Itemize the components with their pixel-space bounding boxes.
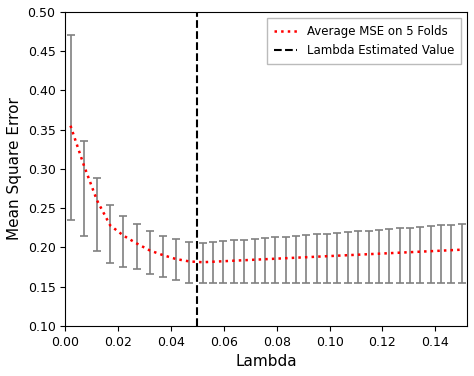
Average MSE on 5 Folds (210, 259, 216, 264)
Average MSE on 5 Folds (448, 248, 454, 252)
Line: Average MSE on 5 Folds: Average MSE on 5 Folds (71, 126, 462, 262)
Average MSE on 5 Folds (365, 252, 371, 256)
Average MSE on 5 Folds (356, 252, 361, 257)
Average MSE on 5 Folds (220, 259, 226, 264)
Average MSE on 5 Folds (335, 253, 340, 258)
Average MSE on 5 Folds (200, 260, 206, 264)
Average MSE on 5 Folds (459, 247, 465, 252)
Average MSE on 5 Folds (107, 223, 113, 227)
Average MSE on 5 Folds (120, 233, 126, 238)
X-axis label: Lambda: Lambda (235, 354, 297, 369)
Average MSE on 5 Folds (324, 254, 330, 258)
Average MSE on 5 Folds (397, 250, 402, 255)
Average MSE on 5 Folds (273, 256, 278, 261)
Average MSE on 5 Folds (173, 257, 179, 261)
Average MSE on 5 Folds (252, 258, 257, 262)
Average MSE on 5 Folds (68, 123, 73, 128)
Average MSE on 5 Folds (386, 251, 392, 255)
Average MSE on 5 Folds (231, 258, 237, 263)
Average MSE on 5 Folds (314, 255, 319, 259)
Average MSE on 5 Folds (262, 257, 268, 261)
Average MSE on 5 Folds (241, 258, 247, 262)
Average MSE on 5 Folds (147, 248, 153, 253)
Average MSE on 5 Folds (407, 250, 413, 255)
Legend: Average MSE on 5 Folds, Lambda Estimated Value: Average MSE on 5 Folds, Lambda Estimated… (266, 18, 461, 64)
Average MSE on 5 Folds (438, 249, 444, 253)
Average MSE on 5 Folds (134, 241, 139, 246)
Average MSE on 5 Folds (303, 255, 309, 259)
Average MSE on 5 Folds (428, 249, 434, 253)
Average MSE on 5 Folds (160, 253, 166, 258)
Average MSE on 5 Folds (81, 163, 87, 167)
Average MSE on 5 Folds (376, 252, 382, 256)
Average MSE on 5 Folds (418, 249, 423, 254)
Y-axis label: Mean Square Error: Mean Square Error (7, 97, 22, 240)
Average MSE on 5 Folds (293, 255, 299, 260)
Average MSE on 5 Folds (283, 256, 289, 261)
Average MSE on 5 Folds (187, 259, 192, 264)
Average MSE on 5 Folds (94, 198, 100, 203)
Average MSE on 5 Folds (345, 253, 351, 258)
